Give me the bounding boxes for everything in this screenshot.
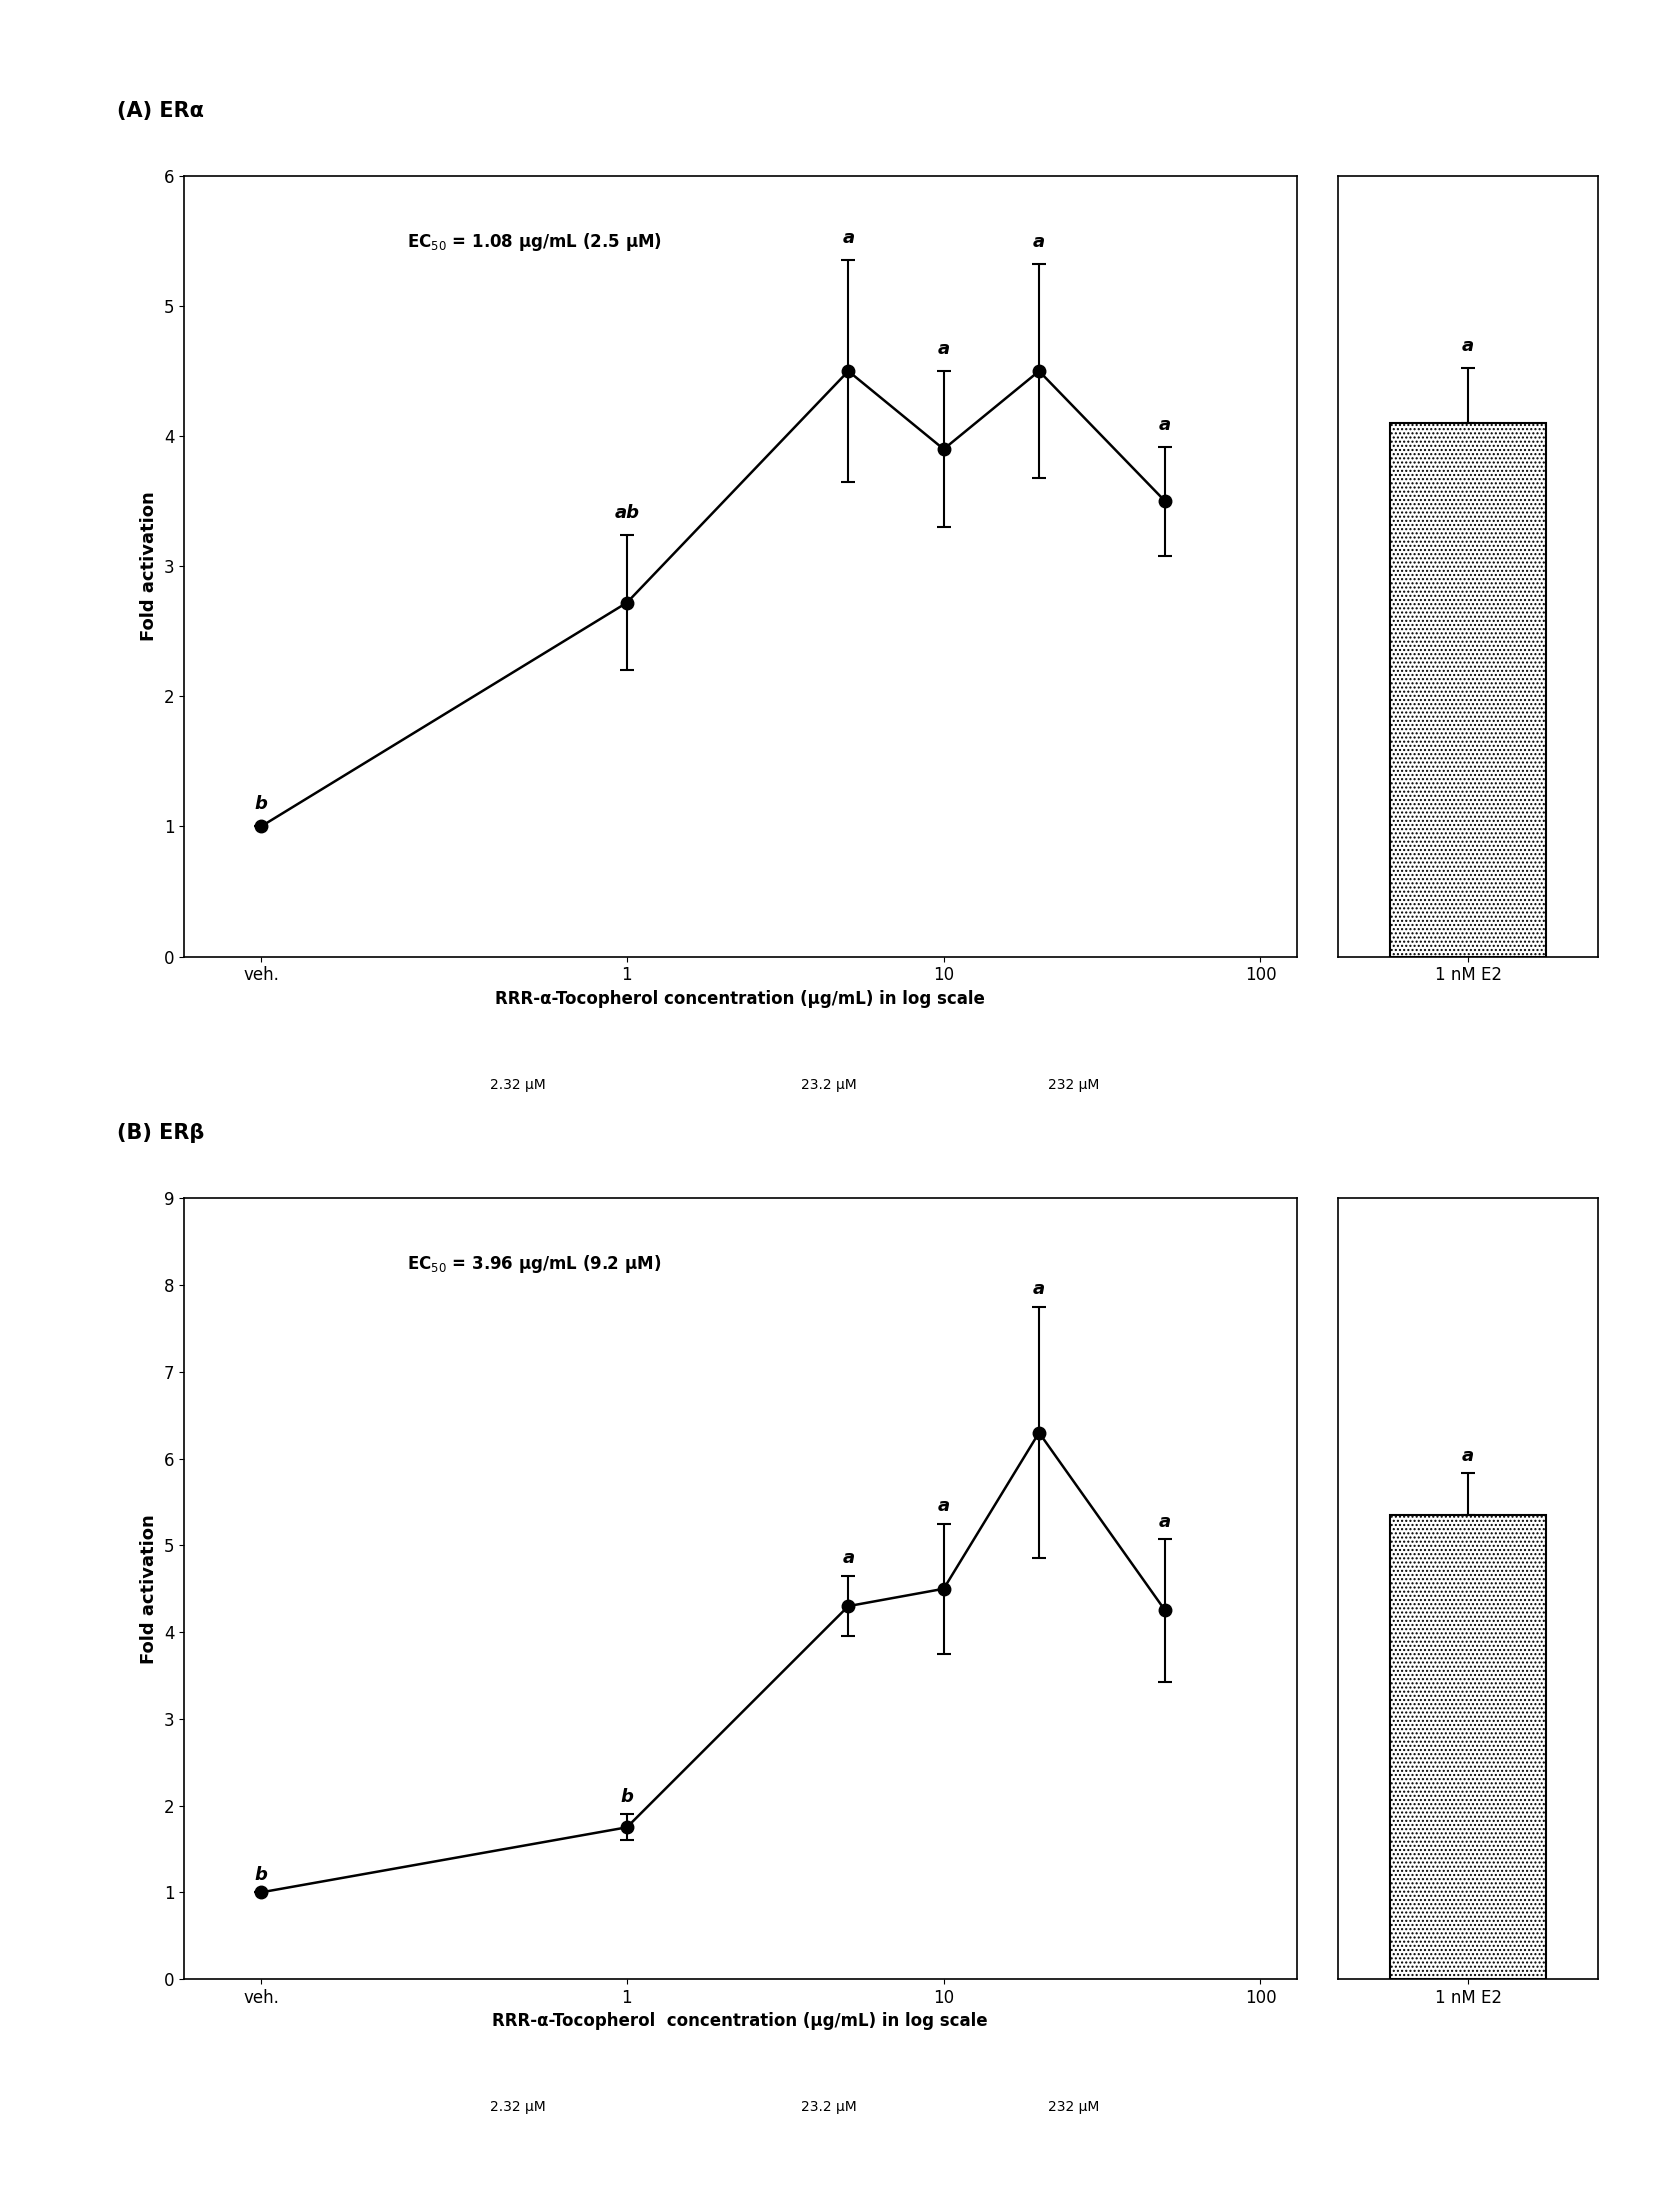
Text: a: a [1032,233,1046,251]
Text: 23.2 μM: 23.2 μM [801,2100,857,2113]
Text: b: b [254,1865,268,1885]
Y-axis label: Fold activation: Fold activation [141,490,159,642]
X-axis label: RRR-α-Tocopherol  concentration (μg/mL) in log scale: RRR-α-Tocopherol concentration (μg/mL) i… [492,2012,989,2030]
Text: EC$_{50}$ = 3.96 μg/mL (9.2 μM): EC$_{50}$ = 3.96 μg/mL (9.2 μM) [407,1253,661,1275]
Text: a: a [1159,1513,1171,1531]
Text: a: a [937,1498,950,1515]
Text: a: a [1462,1447,1474,1465]
Text: EC$_{50}$ = 1.08 μg/mL (2.5 μM): EC$_{50}$ = 1.08 μg/mL (2.5 μM) [407,231,661,253]
Text: a: a [1159,416,1171,433]
X-axis label: RRR-α-Tocopherol concentration (μg/mL) in log scale: RRR-α-Tocopherol concentration (μg/mL) i… [495,990,985,1007]
Text: a: a [842,1548,855,1568]
Text: a: a [1032,1280,1046,1297]
Text: b: b [254,796,268,814]
Text: (A) ERα: (A) ERα [117,101,204,121]
Text: 232 μM: 232 μM [1049,1078,1099,1091]
Text: ab: ab [614,504,639,521]
Text: a: a [1462,336,1474,356]
Y-axis label: Fold activation: Fold activation [141,1513,159,1665]
Text: 23.2 μM: 23.2 μM [801,1078,857,1091]
Text: (B) ERβ: (B) ERβ [117,1124,204,1143]
Text: 2.32 μM: 2.32 μM [490,1078,545,1091]
Bar [1390,1515,1546,1979]
Text: b: b [621,1788,634,1805]
Text: a: a [937,341,950,358]
Bar [1390,422,1546,957]
Text: 232 μM: 232 μM [1049,2100,1099,2113]
Text: a: a [842,229,855,248]
Text: 2.32 μM: 2.32 μM [490,2100,545,2113]
